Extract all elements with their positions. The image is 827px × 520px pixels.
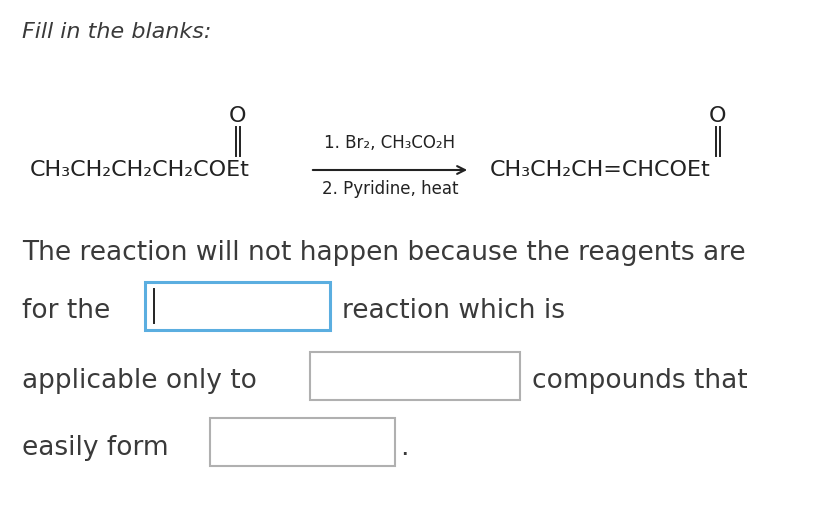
Text: O: O bbox=[709, 106, 726, 126]
Text: reaction which is: reaction which is bbox=[342, 298, 564, 324]
Text: 1. Br₂, CH₃CO₂H: 1. Br₂, CH₃CO₂H bbox=[324, 134, 455, 152]
Text: Fill in the blanks:: Fill in the blanks: bbox=[22, 22, 211, 42]
Text: 2. Pyridine, heat: 2. Pyridine, heat bbox=[322, 180, 457, 198]
Text: CH₃CH₂CH₂CH₂COEt: CH₃CH₂CH₂CH₂COEt bbox=[30, 160, 250, 180]
Text: .: . bbox=[399, 435, 408, 461]
Text: CH₃CH₂CH=CHCOEt: CH₃CH₂CH=CHCOEt bbox=[490, 160, 710, 180]
Text: compounds that: compounds that bbox=[532, 368, 747, 394]
Text: applicable only to: applicable only to bbox=[22, 368, 256, 394]
FancyBboxPatch shape bbox=[145, 282, 330, 330]
Text: O: O bbox=[229, 106, 246, 126]
FancyBboxPatch shape bbox=[210, 418, 394, 466]
Text: for the: for the bbox=[22, 298, 110, 324]
FancyBboxPatch shape bbox=[309, 352, 519, 400]
Text: The reaction will not happen because the reagents are: The reaction will not happen because the… bbox=[22, 240, 745, 266]
Text: easily form: easily form bbox=[22, 435, 169, 461]
